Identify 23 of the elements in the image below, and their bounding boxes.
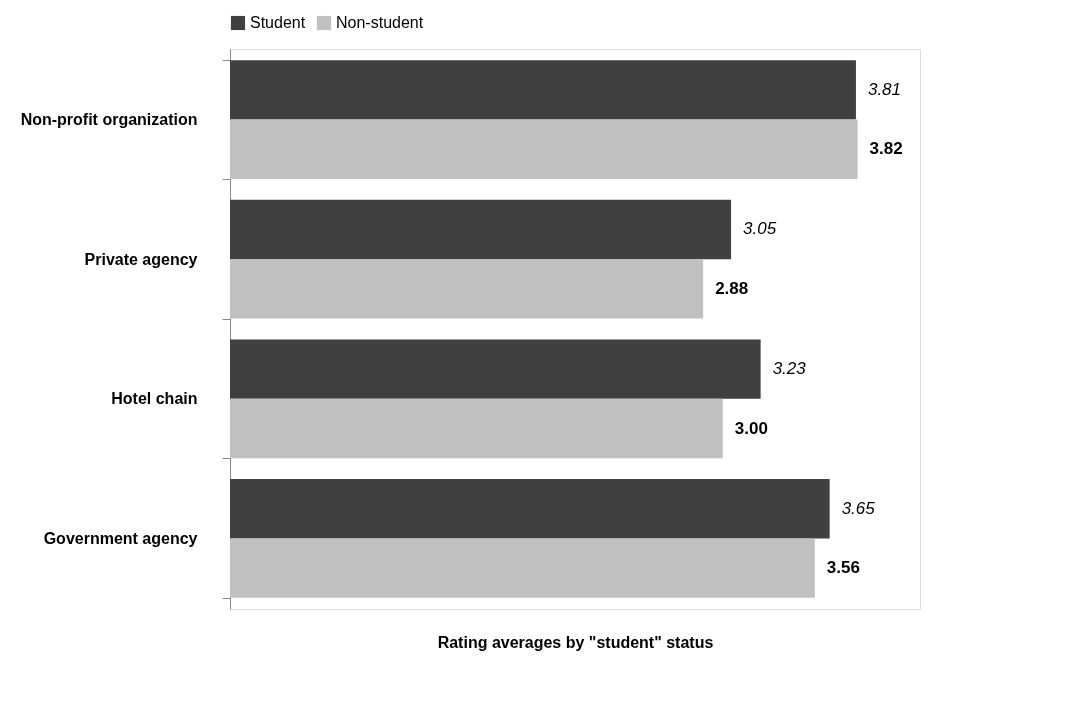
x-axis-title: Rating averages by "student" status — [437, 633, 714, 651]
data-label: 3.23 — [772, 359, 807, 379]
data-label: 3.05 — [743, 219, 777, 239]
legend-label: Non-student — [336, 14, 424, 31]
data-label: 3.00 — [734, 418, 768, 438]
bar — [230, 479, 830, 539]
data-label: 2.88 — [715, 278, 749, 298]
bar — [230, 259, 704, 319]
data-label: 3.65 — [841, 498, 876, 518]
y-tick-label: Hotel chain — [111, 390, 198, 408]
y-tick-label: Non-profit organization — [20, 111, 198, 129]
bar — [230, 398, 723, 459]
data-label: 3.56 — [826, 558, 860, 578]
bar — [230, 60, 856, 120]
legend-label: Student — [250, 14, 306, 31]
bar — [230, 199, 732, 260]
data-label: 3.81 — [867, 79, 902, 99]
data-label: 3.82 — [869, 139, 903, 159]
y-tick-label: Private agency — [84, 250, 198, 268]
y-tick-label: Government agency — [43, 529, 198, 547]
bar — [230, 538, 815, 598]
bar — [230, 339, 761, 399]
bar — [230, 119, 858, 179]
